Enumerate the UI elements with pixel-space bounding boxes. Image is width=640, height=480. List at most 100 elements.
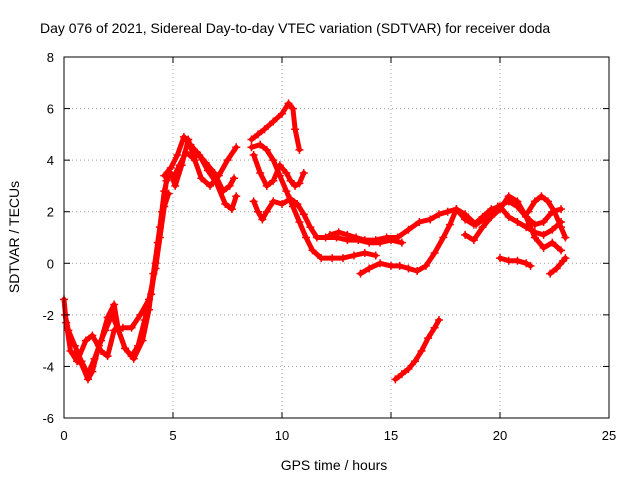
y-tick-label: 0 [47,256,54,271]
x-tick-label: 25 [602,428,616,443]
data-point-marker [424,334,433,343]
data-point-marker [192,148,201,157]
data-point-marker [247,135,256,144]
data-point-marker [349,251,358,260]
data-point-marker [312,233,321,242]
data-point-marker [153,238,162,247]
series-group [60,99,570,384]
data-point-marker [299,210,308,219]
data-point-marker [539,243,548,252]
data-point-marker [288,202,297,211]
data-point-marker [539,230,548,239]
data-point-marker [539,218,548,227]
data-point-marker [496,205,504,214]
data-point-marker [325,230,334,239]
data-point-marker [530,197,539,206]
data-point-marker [404,264,413,273]
data-point-marker [247,143,256,152]
data-point-marker [269,197,278,206]
data-point-marker [543,197,552,206]
data-point-marker [83,375,92,384]
data-point-marker [557,223,566,232]
data-point-marker [291,125,300,134]
data-point-marker [101,326,110,335]
data-point-marker [269,176,278,185]
data-point-marker [537,192,546,201]
data-point-marker [513,197,522,206]
data-point-marker [129,354,138,363]
data-point-marker [561,233,570,242]
data-point-marker [295,218,304,227]
data-point-marker [561,254,570,263]
data-point-marker [472,220,481,229]
data-point-marker [225,181,234,190]
data-point-marker [343,230,352,239]
series-sat-l [461,192,566,255]
series-sat-m [496,254,535,270]
data-point-marker [522,259,531,268]
data-point-marker [306,223,315,232]
data-point-marker [254,130,263,139]
ticks [63,56,610,419]
data-point-marker [227,205,236,214]
data-point-marker [382,233,391,242]
data-point-marker [94,341,103,350]
data-point-marker [275,171,284,180]
series-sat-g [249,150,308,190]
data-point-marker [328,254,337,263]
data-point-marker [513,256,522,265]
x-tick-label: 15 [384,428,398,443]
data-point-marker [430,323,439,332]
data-point-marker [434,210,443,219]
data-point-marker [288,104,297,113]
data-point-marker [299,169,308,178]
data-point-marker [365,264,374,273]
series-line [249,142,379,261]
data-point-marker [256,140,265,149]
series-line [462,193,564,253]
data-point-marker [417,346,426,355]
series-sat-f [247,99,304,154]
series-line [251,152,307,189]
y-tick-label: 8 [47,50,54,65]
data-point-marker [546,269,555,278]
data-point-marker [461,230,470,239]
data-point-marker [149,269,158,278]
data-point-marker [530,220,539,229]
x-tick-label: 20 [493,428,507,443]
data-point-marker [548,238,557,247]
data-point-marker [430,248,439,257]
data-point-marker [81,336,90,345]
data-point-marker [179,132,188,141]
data-point-marker [136,310,145,319]
series-line [72,137,239,382]
data-point-marker [284,99,293,108]
data-point-marker [70,341,79,350]
series-sat-d [160,132,239,196]
series-sat-o [546,254,570,278]
data-point-marker [439,233,448,242]
data-point-marker [478,223,487,232]
data-point-marker [339,254,348,263]
data-point-marker [461,210,470,219]
data-point-marker [282,169,291,178]
data-point-marker [530,233,539,242]
series-sat-e [249,194,406,247]
data-point-marker [410,357,419,366]
data-point-marker [308,246,317,255]
data-point-marker [219,187,228,196]
data-point-marker [160,171,169,180]
data-point-marker [286,176,295,185]
data-point-marker [356,269,365,278]
y-tick-label: -6 [42,411,54,426]
data-point-marker [291,181,300,190]
data-point-marker [445,220,454,229]
data-point-marker [317,254,326,263]
data-point-marker [223,156,232,165]
data-point-marker [376,259,385,268]
data-point-marker [110,300,119,309]
data-point-marker [121,344,130,353]
data-point-marker [262,181,271,190]
data-point-marker [262,145,271,154]
